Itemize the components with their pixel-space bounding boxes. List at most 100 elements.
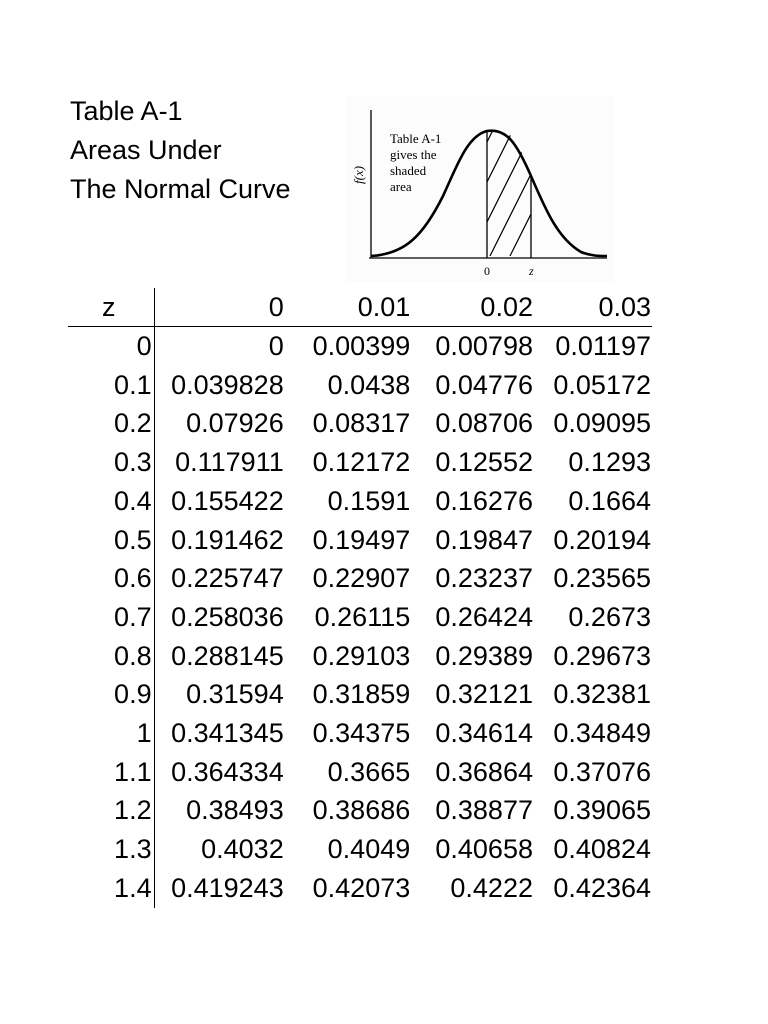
value-cell: 0.117911 <box>175 447 284 478</box>
value-cell: 0.36864 <box>435 756 533 787</box>
value-cell: 0.38493 <box>186 795 284 826</box>
z-value-cell: 0 <box>68 326 155 366</box>
title-line-1: Table A-1 <box>70 96 183 126</box>
value-cell: 0.34614 <box>435 718 533 749</box>
value-cell: 0.04776 <box>435 369 533 400</box>
value-cell: 0.05172 <box>553 369 651 400</box>
value-cell: 0.0438 <box>327 369 411 400</box>
value-cell: 0.155422 <box>171 485 284 516</box>
z-value-cell: 1.1 <box>68 752 155 792</box>
note-line-1: Table A-1 <box>390 131 441 146</box>
title-line-2: Areas Under <box>70 135 222 165</box>
value-cell: 0.1664 <box>568 485 651 516</box>
value-cell: 0.42073 <box>312 872 411 903</box>
z-value-cell: 1.2 <box>68 791 155 831</box>
value-cell: 0.4032 <box>201 834 284 865</box>
value-cell: 0.39065 <box>553 795 651 826</box>
table-row: 0.5 0.191462 0.19497 0.19847 0.20194 <box>68 520 652 560</box>
value-cell: 0.039828 <box>171 369 284 400</box>
value-cell: 0.37076 <box>553 756 651 787</box>
value-cell: 0.341345 <box>171 718 284 749</box>
value-cell: 0.20194 <box>553 524 651 555</box>
value-cell: 0.4222 <box>450 872 533 903</box>
value-cell: 0.19847 <box>435 524 533 555</box>
normal-curve-diagram: Table A-1 gives the shaded area f(x) 0 z <box>345 96 615 282</box>
table-row: 0.7 0.258036 0.26115 0.26424 0.2673 <box>68 597 652 637</box>
table-row: 0.6 0.225747 0.22907 0.23237 0.23565 <box>68 559 652 598</box>
table-row: 0 0 0.00399 0.00798 0.01197 <box>68 326 652 366</box>
table-row: 0.4 0.155422 0.1591 0.16276 0.1664 <box>68 481 652 521</box>
z-value-cell: 0.3 <box>68 443 155 482</box>
z-value-cell: 1.4 <box>68 868 155 908</box>
z-value-cell: 0.7 <box>68 597 155 637</box>
value-cell: 0.01197 <box>555 331 651 361</box>
table-row: 0.9 0.31594 0.31859 0.32121 0.32381 <box>68 675 652 715</box>
note-line-4: area <box>390 179 412 194</box>
value-cell: 0.34375 <box>312 718 411 749</box>
value-cell: 0.42364 <box>553 872 651 903</box>
table-row: 1.1 0.364334 0.3665 0.36864 0.37076 <box>68 752 652 792</box>
value-cell: 0.23565 <box>553 563 651 594</box>
header-col-3: 0.03 <box>533 288 652 327</box>
header-col-0: 0 <box>154 288 285 327</box>
value-cell: 0.258036 <box>171 601 284 632</box>
value-cell: 0.26115 <box>314 601 411 632</box>
z-value-cell: 0.8 <box>68 636 155 676</box>
z-value-cell: 0.9 <box>68 675 155 715</box>
value-cell: 0.29389 <box>435 640 533 671</box>
z-value-cell: 0.4 <box>68 481 155 521</box>
z-table: z 0 0.01 0.02 0.03 0 0 0.00399 0.00798 0.011… <box>68 288 652 908</box>
value-cell: 0.31594 <box>186 679 284 710</box>
value-cell: 0.191462 <box>171 524 284 555</box>
z-value-cell: 1 <box>68 714 155 753</box>
x-tick-z: z <box>528 264 534 278</box>
figure-background <box>345 96 615 282</box>
title-line-3: The Normal Curve <box>70 174 291 204</box>
value-cell: 0.31859 <box>312 679 411 710</box>
y-axis-label: f(x) <box>351 166 366 184</box>
value-cell: 0.29103 <box>312 640 411 671</box>
value-cell: 0.2673 <box>568 601 651 632</box>
value-cell: 0.19497 <box>312 524 411 555</box>
z-value-cell: 0.2 <box>68 404 155 444</box>
value-cell: 0.38686 <box>312 795 411 826</box>
value-cell: 0.34849 <box>553 718 651 749</box>
note-line-2: gives the <box>390 147 437 162</box>
value-cell: 0.364334 <box>171 756 284 787</box>
value-cell: 0.00399 <box>312 331 411 361</box>
value-cell: 0 <box>268 331 284 361</box>
value-cell: 0.419243 <box>171 872 284 903</box>
value-cell: 0.12552 <box>435 447 533 478</box>
z-value-cell: 0.6 <box>68 559 155 598</box>
header-col-1: 0.01 <box>284 288 412 327</box>
z-value-cell: 0.5 <box>68 520 155 560</box>
table-body: 0 0 0.00399 0.00798 0.01197 0.1 0.039828 0.0438… <box>68 326 652 908</box>
table-row: 1.2 0.38493 0.38686 0.38877 0.39065 <box>68 791 652 831</box>
value-cell: 0.32121 <box>435 679 533 710</box>
value-cell: 0.40658 <box>435 834 533 865</box>
value-cell: 0.07926 <box>186 408 284 439</box>
table-row: 0.8 0.288145 0.29103 0.29389 0.29673 <box>68 636 652 676</box>
value-cell: 0.4049 <box>327 834 411 865</box>
header-z: z <box>68 288 155 327</box>
table-row: 0.3 0.117911 0.12172 0.12552 0.1293 <box>68 443 652 482</box>
table-row: 0.2 0.07926 0.08317 0.08706 0.09095 <box>68 404 652 444</box>
normal-curve-figure: Table A-1 gives the shaded area f(x) 0 z <box>345 96 615 282</box>
value-cell: 0.23237 <box>435 563 533 594</box>
value-cell: 0.09095 <box>553 408 651 439</box>
table-row: 1.3 0.4032 0.4049 0.40658 0.40824 <box>68 830 652 869</box>
value-cell: 0.38877 <box>435 795 533 826</box>
value-cell: 0.00798 <box>435 331 533 361</box>
page-title: Table A-1 Areas Under The Normal Curve <box>70 92 340 209</box>
value-cell: 0.08706 <box>435 408 533 439</box>
value-cell: 0.16276 <box>435 485 533 516</box>
value-cell: 0.29673 <box>553 640 651 671</box>
z-value-cell: 0.1 <box>68 365 155 405</box>
value-cell: 0.32381 <box>553 679 651 710</box>
value-cell: 0.26424 <box>435 601 533 632</box>
z-value-cell: 1.3 <box>68 830 155 869</box>
bell-curve <box>370 129 608 258</box>
value-cell: 0.288145 <box>171 640 284 671</box>
x-tick-zero: 0 <box>484 264 490 278</box>
value-cell: 0.40824 <box>553 834 651 865</box>
